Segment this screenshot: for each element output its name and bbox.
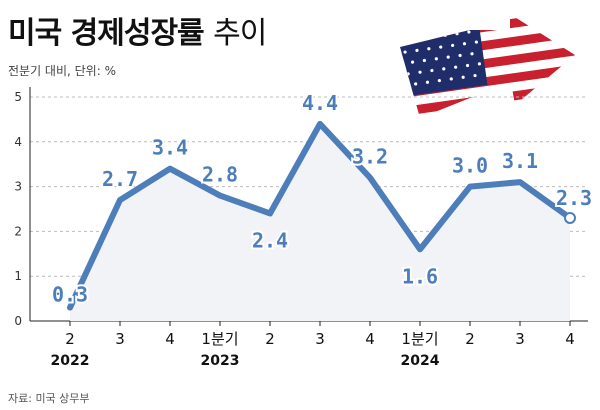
y-tick-label: 2 [14, 224, 22, 238]
x-tick-label: 1분기 [201, 330, 238, 348]
data-label: 2.7 [102, 167, 138, 191]
chart-title-main: 미국 경제성장률 [8, 16, 205, 51]
chart-title-suffix: 추이 [213, 16, 267, 51]
series-area [70, 123, 570, 321]
x-tick-label: 3 [115, 330, 125, 348]
y-tick-label: 5 [14, 90, 22, 104]
x-tick-label: 4 [165, 330, 175, 348]
y-tick-label: 4 [14, 135, 22, 149]
x-tick-label: 3 [315, 330, 325, 348]
x-tick-label: 2 [465, 330, 475, 348]
y-tick-label: 0 [14, 314, 22, 328]
x-tick-label: 2 [65, 330, 75, 348]
data-label: 3.0 [452, 154, 488, 178]
y-tick-label: 1 [14, 269, 22, 283]
x-tick-label: 4 [565, 330, 575, 348]
data-label: 0.3 [52, 283, 88, 307]
source-note: 자료: 미국 상무부 [8, 392, 90, 405]
series-line [67, 120, 573, 311]
us-flag-arrow-icon [400, 14, 575, 118]
x-year-label: 2022 [51, 353, 90, 369]
data-label: 1.6 [402, 264, 438, 288]
data-label: 2.3 [556, 186, 592, 210]
data-label: 3.2 [352, 145, 388, 169]
data-point-marker [564, 211, 576, 224]
x-year-label: 2023 [201, 353, 240, 369]
x-tick-label: 4 [365, 330, 375, 348]
data-label: 3.1 [502, 149, 538, 173]
y-tick-label: 3 [14, 180, 22, 194]
chart-title: 미국 경제성장률 추이 [8, 8, 267, 52]
chart-subtitle: 전분기 대비, 단위: % [8, 64, 116, 78]
x-tick-label: 3 [515, 330, 525, 348]
x-year-label: 2024 [401, 353, 440, 369]
data-label: 2.4 [252, 228, 288, 252]
data-label: 2.8 [202, 163, 238, 187]
data-label: 3.4 [152, 136, 188, 160]
x-tick-label: 2 [265, 330, 275, 348]
data-label: 4.4 [302, 91, 338, 115]
x-tick-label: 1분기 [401, 330, 438, 348]
